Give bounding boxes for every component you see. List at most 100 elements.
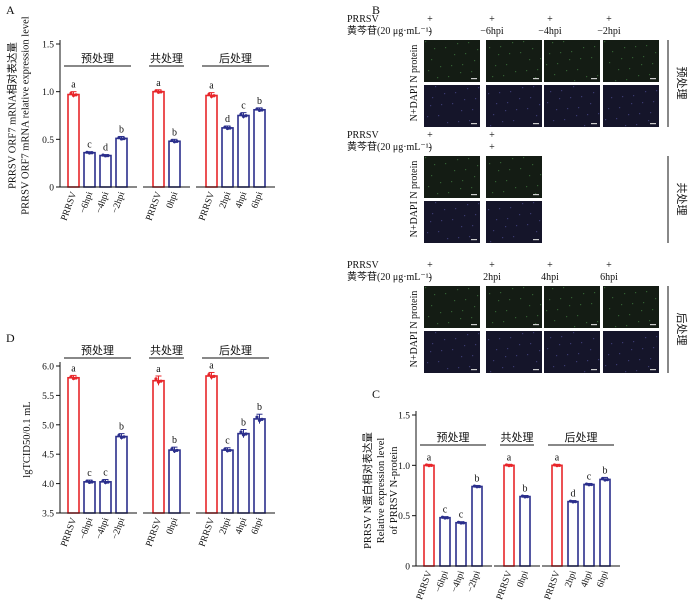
header-row-name: 黄芩苷(20 μg·mL⁻¹) xyxy=(347,24,432,37)
cell-speckle xyxy=(512,158,514,160)
fluorescence-merge-image xyxy=(424,201,480,243)
cell-speckle xyxy=(621,58,623,60)
cell-speckle xyxy=(468,42,470,44)
cell-speckle xyxy=(464,345,466,347)
cell-speckle xyxy=(547,348,549,350)
cell-speckle xyxy=(560,52,562,54)
scale-bar xyxy=(533,123,539,125)
data-point xyxy=(170,138,174,143)
cell-speckle xyxy=(519,344,521,346)
significance-letter: b xyxy=(119,124,124,135)
chart-panel-a: A 0 0.5 1.0 1.5 PRRSV ORF7 mRNA相对表达量 PRRSV OR… xyxy=(6,3,275,222)
cell-speckle xyxy=(533,202,535,204)
data-point xyxy=(103,480,108,485)
bar xyxy=(152,90,165,188)
cell-speckle xyxy=(643,302,645,304)
cell-speckle xyxy=(475,344,477,346)
cell-speckle xyxy=(547,102,549,104)
cell-speckle xyxy=(477,295,479,297)
scale-bar xyxy=(591,369,597,371)
cell-speckle xyxy=(649,320,651,322)
cell-speckle xyxy=(622,96,624,98)
x-tick-label: −4hpi xyxy=(450,569,467,594)
scale-bar xyxy=(650,324,656,326)
data-point xyxy=(172,140,177,144)
scale-bar xyxy=(533,239,539,241)
data-point xyxy=(69,91,73,95)
data-point xyxy=(159,379,163,383)
x-tick-label: −4hpi xyxy=(94,190,111,215)
x-tick-label: −2hpi xyxy=(110,516,127,541)
cell-speckle xyxy=(474,60,476,62)
data-point xyxy=(209,375,214,379)
cell-speckle xyxy=(526,186,528,188)
bar xyxy=(439,516,451,567)
header-value: + xyxy=(427,260,433,271)
cell-speckle xyxy=(639,359,641,361)
header-value: + xyxy=(489,14,495,25)
y-tick-label: 1.5 xyxy=(42,41,54,51)
header-value: + xyxy=(606,260,612,271)
bar xyxy=(253,418,266,514)
cell-speckle xyxy=(431,305,433,307)
cell-speckle xyxy=(641,310,643,312)
group-label: 后处理 xyxy=(565,431,598,444)
cell-speckle xyxy=(540,58,542,60)
fluorescence-n-protein-image xyxy=(424,286,480,328)
cell-speckle xyxy=(563,287,565,289)
cell-speckle xyxy=(448,322,450,324)
cell-speckle xyxy=(458,237,460,239)
significance-letter: b xyxy=(523,484,528,495)
cell-speckle xyxy=(435,86,437,88)
y-axis-title: PRRSV N蛋白相对表达量 Relative expression level o… xyxy=(361,432,400,549)
cell-speckle xyxy=(609,308,611,310)
data-point xyxy=(260,417,264,421)
cell-speckle xyxy=(522,87,524,89)
fluorescence-merge-image xyxy=(424,85,480,127)
bar xyxy=(99,154,112,188)
cell-speckle xyxy=(553,366,555,368)
cell-speckle xyxy=(631,349,633,351)
y-tick-label: 0.5 xyxy=(398,512,410,522)
significance-letter: d xyxy=(225,114,230,125)
cell-speckle xyxy=(477,49,479,51)
cell-speckle xyxy=(472,109,474,111)
y-tick-label: 1.0 xyxy=(398,462,410,472)
cell-speckle xyxy=(428,186,430,188)
cell-speckle xyxy=(490,125,492,127)
cell-speckle xyxy=(513,120,515,122)
cell-speckle xyxy=(522,203,524,205)
cell-speckle xyxy=(510,207,512,209)
cell-speckle xyxy=(540,174,542,176)
cell-speckle xyxy=(537,315,539,317)
y-tick-label: 6.0 xyxy=(42,363,54,373)
significance-letter: a xyxy=(427,452,432,463)
cell-speckle xyxy=(529,175,531,177)
fluorescence-n-protein-image xyxy=(544,40,600,82)
cell-speckle xyxy=(552,42,554,44)
data-point xyxy=(225,126,230,131)
treatment-label: 共处理 xyxy=(675,183,688,216)
data-point xyxy=(589,482,594,487)
header-value: + xyxy=(547,14,553,25)
x-tick-label: PRRSV xyxy=(60,516,80,548)
cell-speckle xyxy=(527,224,529,226)
data-point xyxy=(223,447,227,451)
cell-speckle xyxy=(539,350,541,352)
cell-speckle xyxy=(624,47,626,49)
cell-speckle xyxy=(535,193,537,195)
data-point xyxy=(209,94,214,98)
x-tick-label: 0hpi xyxy=(165,190,180,210)
cell-speckle xyxy=(505,226,507,228)
cell-speckle xyxy=(560,298,562,300)
significance-letter: b xyxy=(241,418,246,429)
cell-speckle xyxy=(578,353,580,355)
cell-speckle xyxy=(537,69,539,71)
cell-speckle xyxy=(612,51,614,53)
cell-speckle xyxy=(469,236,471,238)
cell-speckle xyxy=(629,68,631,70)
cell-speckle xyxy=(467,334,469,336)
cell-speckle xyxy=(510,337,512,339)
cell-speckle xyxy=(626,79,628,81)
cell-speckle xyxy=(454,300,456,302)
